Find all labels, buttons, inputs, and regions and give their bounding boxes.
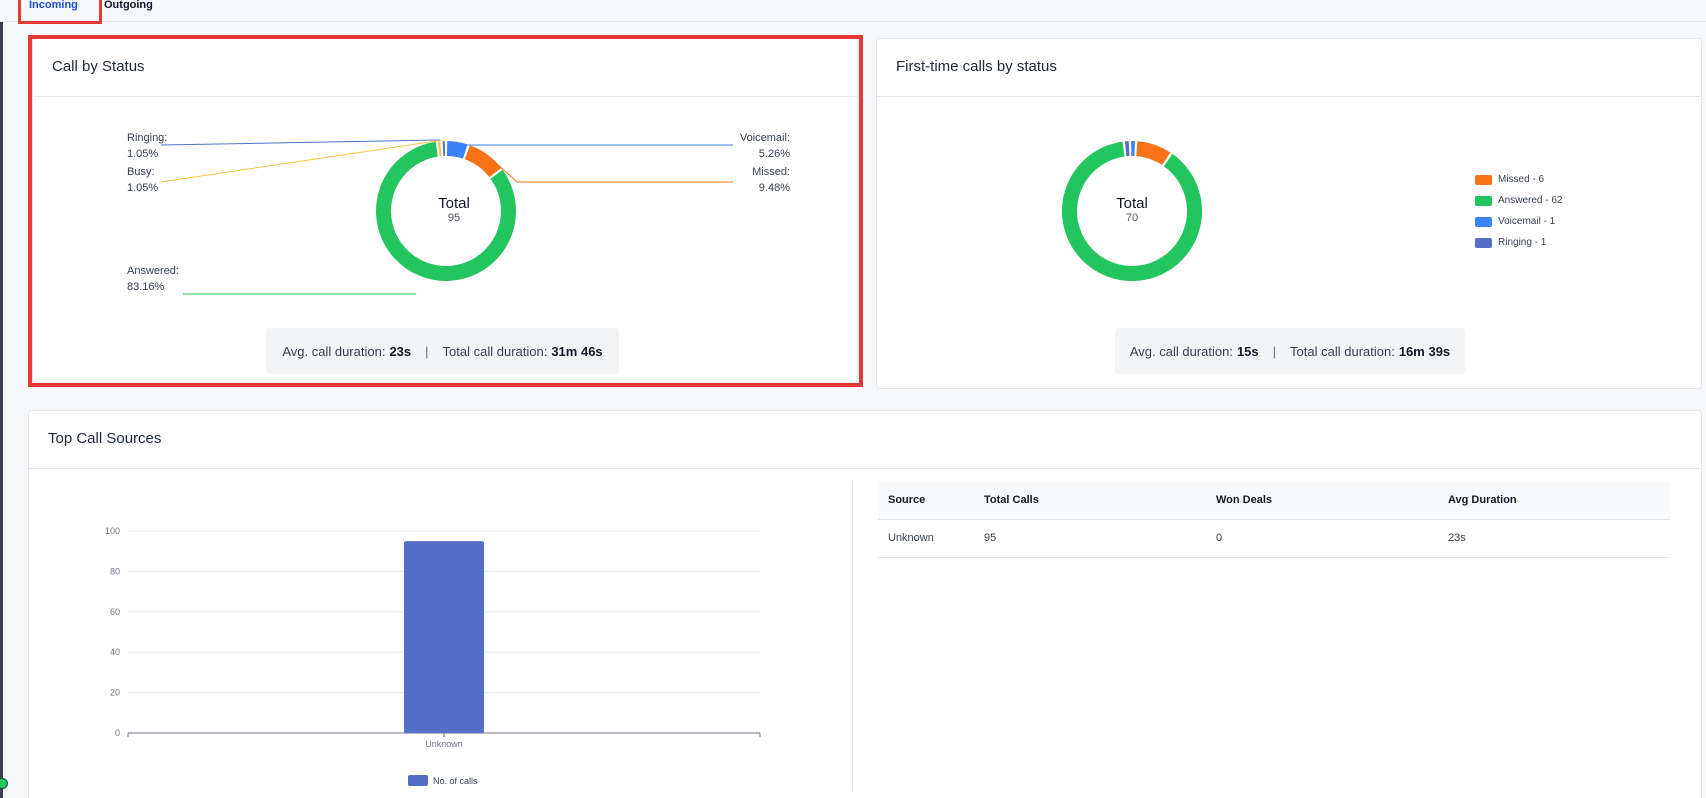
leader-line-ringing	[160, 139, 441, 146]
card-title: Top Call Sources	[48, 430, 162, 447]
legend-item-missed[interactable]: Missed - 6	[1475, 174, 1544, 185]
divider	[877, 96, 1701, 97]
label-missed-pct: 9.48%	[758, 182, 790, 194]
y-tick-label: 0	[115, 728, 120, 738]
label-answered: Answered: 83.16%	[127, 263, 179, 295]
cell-won-deals: 0	[1206, 519, 1438, 558]
donut-slice-ringing	[442, 141, 446, 157]
leader-line-busy	[160, 139, 444, 183]
bar	[404, 541, 484, 733]
y-tick-label: 20	[110, 688, 120, 698]
label-answered-pct: 83.16%	[127, 281, 165, 293]
total-duration-label: Total call duration:	[1290, 343, 1395, 359]
legend-label: No. of calls	[433, 776, 478, 786]
table-header-row: Source Total Calls Won Deals Avg Duratio…	[878, 482, 1670, 520]
avg-duration-label: Avg. call duration:	[282, 343, 386, 359]
y-tick-label: 100	[105, 526, 120, 536]
legend-label: Voicemail - 1	[1498, 216, 1556, 227]
donut-slice-missed	[464, 145, 502, 178]
donut-slices	[375, 141, 516, 281]
call-sources-table: Source Total Calls Won Deals Avg Duratio…	[878, 482, 1670, 558]
avg-duration-value: 15s	[1236, 343, 1259, 359]
separator: |	[1272, 343, 1277, 359]
divider	[33, 96, 857, 97]
donut-total-value: 95	[447, 212, 461, 224]
donut-center: Total 70	[1092, 195, 1172, 224]
col-avg-duration[interactable]: Avg Duration	[1438, 482, 1670, 520]
donut-slice-missed	[1136, 141, 1171, 166]
legend-label: Missed - 6	[1498, 174, 1545, 185]
call-status-donut-chart	[160, 139, 733, 295]
total-duration-value: 16m 39s	[1398, 343, 1451, 359]
col-source[interactable]: Source	[878, 482, 974, 520]
legend-swatch	[1475, 195, 1492, 206]
avg-duration-value: 23s	[389, 343, 412, 359]
call-by-status-card: Call by Status Total 95 Ringing: 1.05% B…	[32, 38, 858, 384]
left-rail	[0, 0, 3, 798]
duration-summary: Avg. call duration: 23s | Total call dur…	[266, 328, 619, 374]
legend-label: Ringing - 1	[1498, 237, 1547, 248]
label-voicemail: Voicemail: 5.26%	[705, 130, 790, 162]
separator: |	[425, 343, 429, 359]
col-total-calls[interactable]: Total Calls	[974, 482, 1206, 520]
label-busy-name: Busy:	[127, 166, 155, 178]
cell-avg-duration: 23s	[1438, 519, 1670, 558]
label-busy: Busy: 1.05%	[127, 164, 158, 196]
avg-duration-label: Avg. call duration:	[1129, 343, 1233, 359]
label-voicemail-name: Voicemail:	[739, 132, 790, 144]
donut-total-label: Total	[438, 195, 470, 212]
label-answered-name: Answered:	[127, 265, 179, 277]
legend-swatch	[408, 775, 428, 786]
y-tick-label: 60	[110, 607, 120, 617]
x-tick-label: Unknown	[425, 739, 463, 749]
donut-slice-voicemail	[1131, 141, 1135, 157]
label-ringing: Ringing: 1.05%	[127, 130, 167, 162]
divider	[29, 468, 1701, 469]
label-ringing-pct: 1.05%	[127, 148, 159, 160]
card-title: Call by Status	[52, 58, 145, 75]
call-sources-bar-chart: 0 20 40 60 80 100 Unknown No. of calls	[105, 526, 761, 786]
donut-center: Total 95	[414, 195, 494, 224]
label-ringing-name: Ringing:	[127, 132, 168, 144]
tab-bar: Incoming Outgoing	[0, 0, 1706, 24]
cell-total-calls: 95	[974, 519, 1206, 558]
legend-swatch	[1475, 174, 1492, 185]
leader-line-missed-tail	[494, 161, 518, 183]
label-voicemail-pct: 5.26%	[758, 148, 790, 160]
section-divider	[852, 482, 853, 790]
duration-summary: Avg. call duration: 15s | Total call dur…	[1115, 328, 1465, 374]
label-missed: Missed: 9.48%	[705, 164, 790, 196]
tab-incoming[interactable]: Incoming	[18, 0, 102, 24]
first-time-calls-card: First-time calls by status Total 70 Miss…	[876, 38, 1702, 389]
y-tick-label: 40	[110, 647, 120, 657]
label-busy-pct: 1.05%	[127, 182, 159, 194]
status-dot-icon[interactable]	[0, 778, 8, 789]
leader-lines	[160, 139, 733, 295]
first-time-donut-chart	[1062, 141, 1202, 281]
legend-swatch	[1475, 216, 1492, 227]
legend-item-ringing[interactable]: Ringing - 1	[1475, 237, 1546, 248]
donut-slice-ringing	[1124, 141, 1130, 157]
cell-source: Unknown	[878, 519, 974, 558]
y-tick-label: 80	[110, 566, 120, 576]
legend-label: Answered - 62	[1498, 195, 1563, 206]
donut-total-label: Total	[1116, 195, 1148, 212]
card-title: First-time calls by status	[896, 58, 1057, 75]
donut-slice-busy	[437, 141, 442, 157]
label-missed-name: Missed:	[752, 166, 790, 178]
legend-swatch	[1475, 237, 1492, 248]
total-duration-label: Total call duration:	[442, 343, 548, 359]
col-won-deals[interactable]: Won Deals	[1206, 482, 1438, 520]
legend-item-voicemail[interactable]: Voicemail - 1	[1475, 216, 1555, 227]
donut-slices	[1062, 141, 1202, 281]
table-row[interactable]: Unknown 95 0 23s	[878, 519, 1670, 558]
donut-total-value: 70	[1125, 212, 1139, 224]
tab-outgoing[interactable]: Outgoing	[104, 0, 153, 11]
total-duration-value: 31m 46s	[551, 343, 603, 359]
legend-item-answered[interactable]: Answered - 62	[1475, 195, 1562, 206]
donut-slice-voicemail	[446, 141, 468, 159]
